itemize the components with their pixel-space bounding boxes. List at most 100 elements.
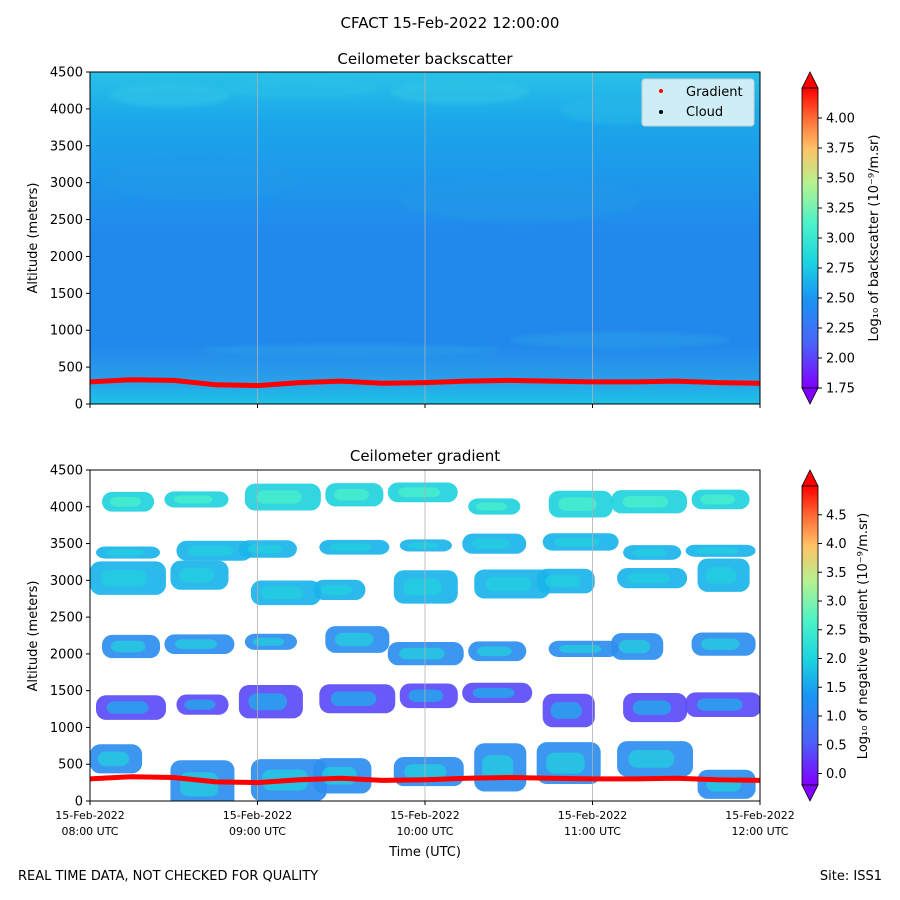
colorbar-tick-label: 0.0	[826, 767, 847, 782]
ytick-label: 2000	[50, 647, 83, 662]
ytick-label: 3500	[50, 139, 83, 154]
gradient-layer-core	[105, 549, 145, 556]
ytick-label: 4500	[50, 464, 83, 479]
backscatter-colorbar: 1.75 2.00 2.25 2.50 2.75 3.00 3.25 3.50 3.75 4.00…	[801, 71, 882, 405]
gradient-colorbar-label: Log₁₀ of negative gradient (10⁻⁹/m.sr)	[856, 513, 871, 759]
ytick-label: 500	[58, 361, 83, 376]
ytick-label: 1500	[50, 287, 83, 302]
gradient-layer-core	[399, 647, 445, 660]
ytick-label: 0	[75, 795, 83, 810]
gradient-layer-core	[546, 752, 585, 774]
gradient-layer-core	[329, 543, 372, 551]
gradient-gradient-line	[90, 774, 760, 786]
legend: Gradient Cloud	[641, 78, 755, 127]
backscatter-xticks	[89, 404, 761, 408]
ytick-label: 1000	[50, 324, 83, 339]
backscatter-title: Ceilometer backscatter	[337, 50, 513, 68]
colorbar-bar	[801, 87, 819, 389]
gradient-grid	[257, 470, 593, 801]
colorbar-tick-label: 1.75	[826, 382, 855, 397]
quality-disclaimer: REAL TIME DATA, NOT CHECKED FOR QUALITY	[18, 869, 319, 884]
xtick-label-date: 15-Feb-2022	[558, 809, 627, 822]
gradient-layer-core	[696, 547, 739, 554]
xtick-label-time: 09:00 UTC	[229, 825, 286, 838]
colorbar-tick-label: 2.5	[826, 623, 847, 638]
colorbar-tick-label: 2.0	[826, 652, 847, 667]
legend-gradient-marker	[659, 89, 663, 93]
colorbar-bar	[801, 485, 819, 786]
gradient-layer-core	[256, 490, 302, 504]
gradient-xticks: 15-Feb-2022 08:00 UTC 15-Feb-2022 09:00 UTC…	[55, 801, 795, 838]
gradient-layer-core	[408, 689, 444, 702]
figure-title: CFACT 15-Feb-2022 12:00:00	[340, 14, 560, 32]
gradient-layer-core	[403, 578, 442, 596]
colorbar-tick-label: 1.0	[826, 710, 847, 725]
gradient-layers	[90, 482, 760, 801]
xtick-label-date: 15-Feb-2022	[390, 809, 459, 822]
gradient-layer-core	[252, 637, 284, 646]
gradient-layer-core	[700, 494, 736, 505]
gradient-layer-core	[334, 488, 369, 501]
gradient-layer-core	[407, 542, 439, 549]
gradient-layer-core	[180, 772, 219, 797]
gradient-layer-core	[696, 698, 743, 711]
gradient-layer-core	[545, 574, 581, 588]
backscatter-panel: Ceilometer backscatter 0 500 1000 1500 2000 2…	[26, 50, 882, 413]
ytick-label: 3500	[50, 537, 83, 552]
ytick-label: 500	[58, 758, 83, 773]
gradient-layer-core	[109, 496, 142, 507]
gradient-layer-core	[248, 693, 287, 711]
colorbar-tick-label: 0.5	[826, 738, 847, 753]
colorbar-max-extension	[801, 469, 819, 487]
gradient-layer-core	[247, 544, 283, 554]
colorbar-min-extension	[801, 387, 819, 405]
gradient-layer-core	[174, 639, 217, 650]
backscatter-colorbar-label: Log₁₀ of backscatter (10⁻⁹/m.sr)	[867, 135, 882, 342]
ytick-label: 4000	[50, 102, 83, 117]
xtick-label-time: 10:00 UTC	[396, 825, 453, 838]
colorbar-max-extension	[801, 71, 819, 89]
gradient-colorbar: 0.0 0.5 1.0 1.5 2.0 2.5 3.0 3.5 4.0 4.5 Log₁₀ of …	[801, 469, 871, 802]
colorbar-tick-label: 1.5	[826, 681, 847, 696]
gradient-layer-core	[558, 497, 597, 511]
gradient-layer-core	[334, 632, 374, 647]
gradient-layer-core	[97, 751, 130, 767]
gradient-yticks: 0 500 1000 1500 2000 2500 3000 3500 4000 4500	[50, 464, 90, 810]
backscatter-ylabel: Altitude (meters)	[26, 183, 41, 294]
gradient-layer-core	[110, 640, 146, 653]
gradient-layer-core	[106, 701, 149, 714]
backscatter-yticks: 0 500 1000 1500 2000 2500 3000 3500 4000 4500	[50, 66, 90, 413]
ytick-label: 4500	[50, 66, 83, 81]
gradient-layer-core	[554, 537, 600, 547]
colorbar-tick-label: 2.50	[826, 292, 855, 307]
gradient-layer-core	[476, 502, 508, 511]
gradient-xlabel: Time (UTC)	[388, 845, 461, 860]
gradient-layer-core	[701, 638, 740, 650]
gradient-layer-core	[330, 691, 377, 707]
gradient-layer-core	[184, 699, 216, 710]
ytick-label: 3000	[50, 176, 83, 191]
legend-cloud-label: Cloud	[686, 105, 723, 120]
gradient-layer-core	[627, 573, 670, 584]
ytick-label: 3000	[50, 574, 83, 589]
gradient-layer-core	[622, 495, 669, 508]
xtick-label-time: 12:00 UTC	[731, 825, 788, 838]
colorbar-tick-label: 2.00	[826, 352, 855, 367]
ytick-label: 2500	[50, 611, 83, 626]
gradient-layer-core	[485, 576, 532, 592]
backscatter-grid	[257, 72, 593, 404]
xtick-label-time: 08:00 UTC	[61, 825, 118, 838]
gradient-colorbar-ticks: 0.0 0.5 1.0 1.5 2.0 2.5 3.0 3.5 4.0 4.5	[818, 508, 847, 782]
colorbar-tick-label: 3.0	[826, 595, 847, 610]
gradient-layer-core	[632, 700, 672, 715]
ytick-label: 2000	[50, 250, 83, 265]
xtick-label-date: 15-Feb-2022	[725, 809, 794, 822]
colorbar-tick-label: 4.5	[826, 508, 847, 523]
gradient-ylabel: Altitude (meters)	[26, 581, 41, 692]
ytick-label: 1000	[50, 721, 83, 736]
gradient-layer-core	[476, 646, 512, 657]
gradient-layer-core	[628, 749, 675, 768]
gradient-heatmap	[90, 470, 760, 801]
colorbar-tick-label: 3.00	[826, 232, 855, 247]
xtick-label-date: 15-Feb-2022	[223, 809, 292, 822]
